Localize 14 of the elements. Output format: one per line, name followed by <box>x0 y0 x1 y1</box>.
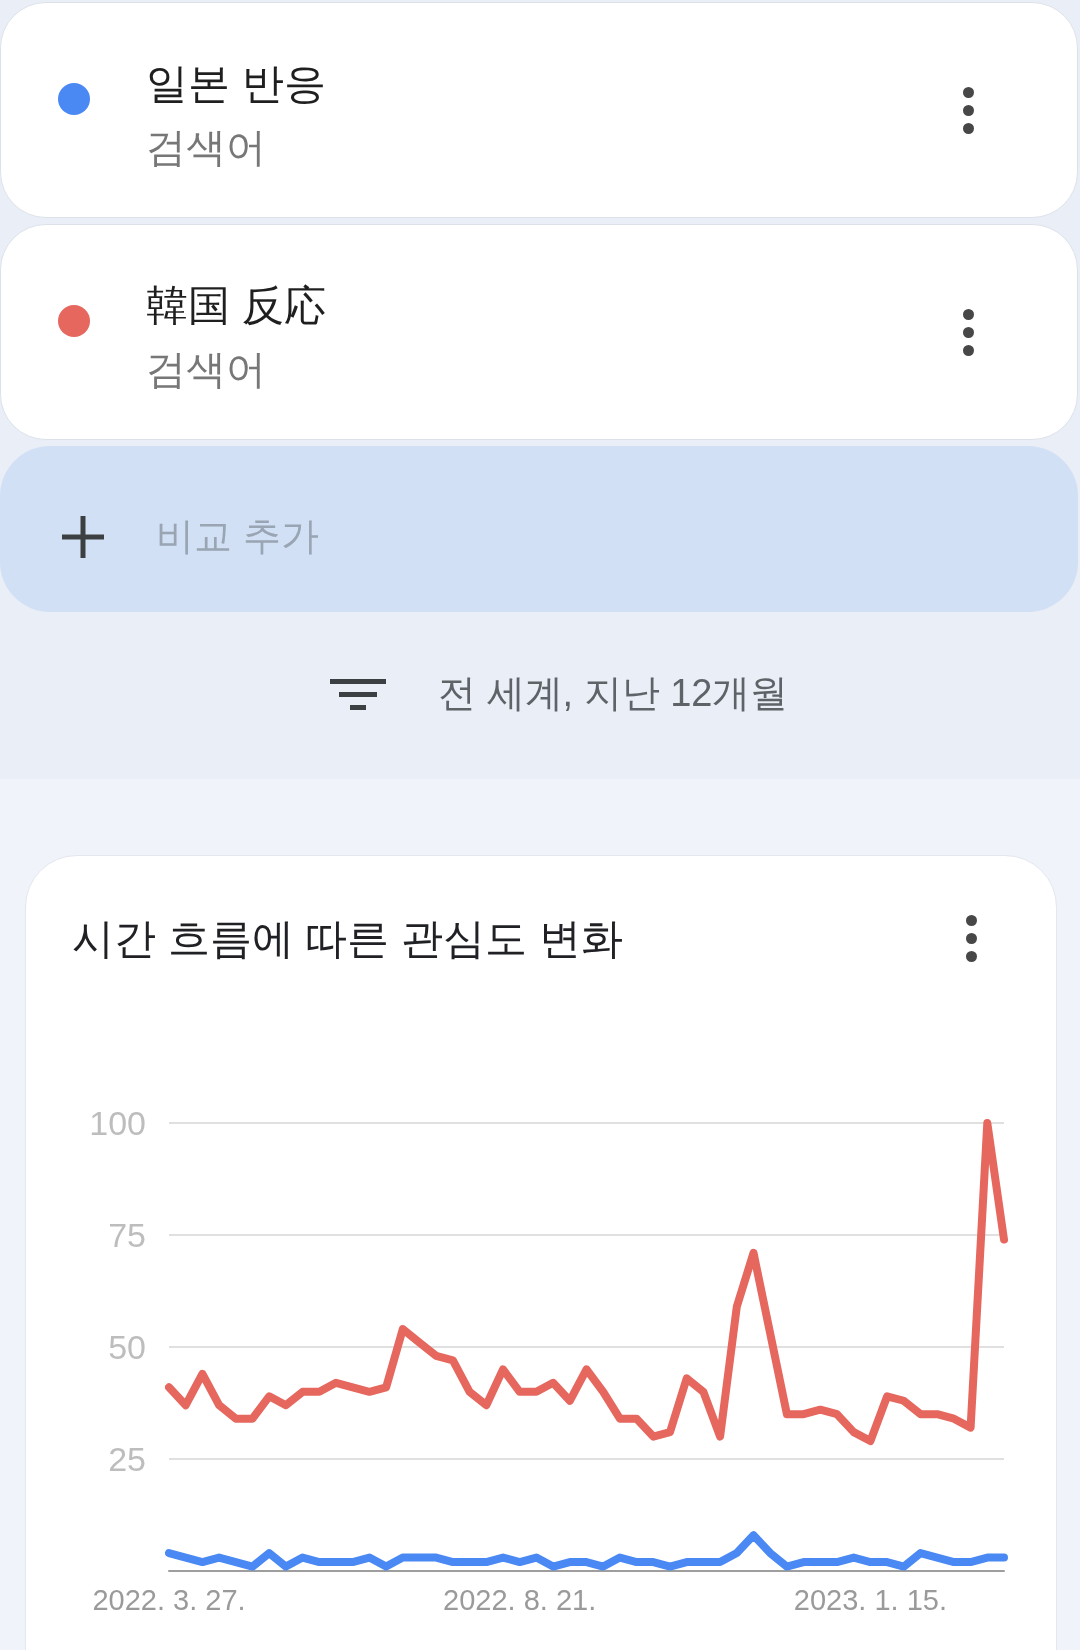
x-tick-label: 2022. 8. 21. <box>443 1583 597 1616</box>
text: 검색어 <box>146 346 266 392</box>
y-tick-label: 25 <box>108 1440 146 1478</box>
y-tick-label: 100 <box>89 1104 146 1142</box>
chart-title: 시간 흐름에 따른 관심도 변화 <box>72 914 623 964</box>
y-tick-label: 50 <box>108 1328 146 1366</box>
x-tick-label: 2022. 3. 27. <box>92 1583 246 1616</box>
legend-label: 일본 반응 <box>146 60 326 108</box>
text: 검색어 <box>146 124 266 170</box>
y-tick-label: 75 <box>108 1216 146 1254</box>
text: 비교 추가 <box>156 514 319 558</box>
chart-subtitle: 전 세계, 지난 12개월 <box>438 671 789 716</box>
x-tick-label: 2023. 1. 15. <box>793 1583 947 1616</box>
legend-label: 韓国 反応 <box>146 282 326 330</box>
